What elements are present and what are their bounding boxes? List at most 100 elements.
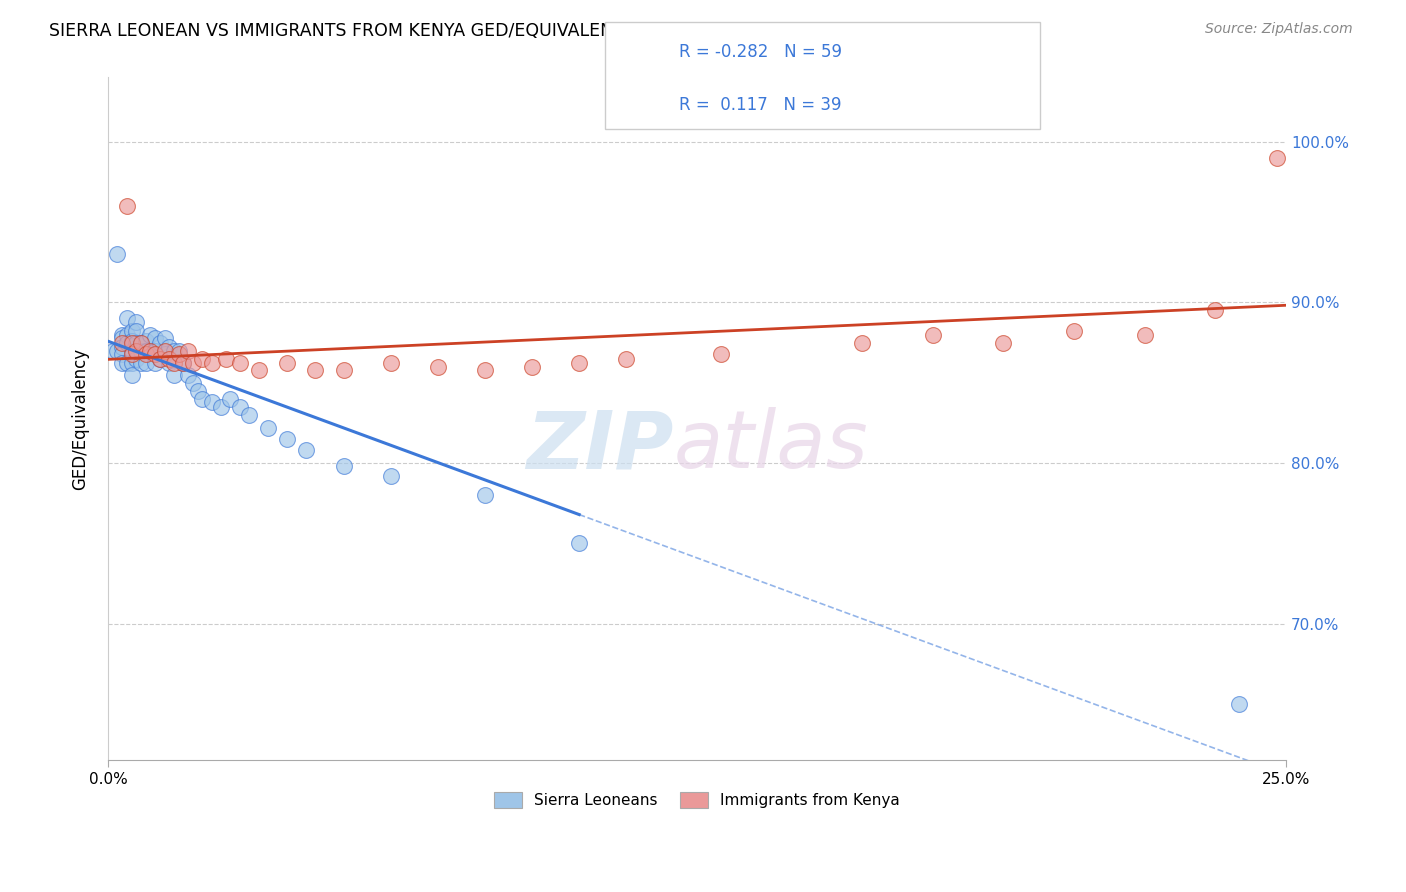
Point (276, 432, 298, 446)
Point (129, 335, 152, 350)
Point (135, 347, 157, 361)
Point (153, 347, 176, 361)
Point (209, 400, 232, 414)
Point (111, 347, 134, 361)
Point (380, 469, 402, 483)
Point (125, 343, 148, 358)
Point (139, 327, 162, 342)
Point (177, 368, 200, 382)
Point (143, 356, 166, 370)
Point (111, 356, 134, 370)
Point (157, 356, 180, 370)
Point (304, 363, 326, 377)
Point (115, 356, 138, 370)
Point (201, 356, 224, 370)
Point (238, 408, 260, 422)
Point (163, 356, 186, 370)
Point (129, 335, 152, 350)
Point (247, 363, 270, 377)
Point (332, 459, 354, 474)
Text: R = -0.282   N = 59: R = -0.282 N = 59 (679, 43, 842, 61)
Point (111, 335, 134, 350)
Point (121, 324, 143, 338)
Point (332, 363, 354, 377)
Point (851, 335, 873, 350)
Point (139, 343, 162, 358)
Point (921, 327, 943, 342)
Point (186, 384, 208, 398)
Point (181, 356, 204, 370)
Point (157, 351, 180, 366)
Point (143, 331, 166, 345)
Point (153, 331, 176, 345)
Point (111, 331, 134, 345)
Text: SIERRA LEONEAN VS IMMIGRANTS FROM KENYA GED/EQUIVALENCY CORRELATION CHART: SIERRA LEONEAN VS IMMIGRANTS FROM KENYA … (49, 22, 830, 40)
Point (181, 376, 204, 390)
Point (163, 343, 186, 358)
Point (115, 311, 138, 326)
Point (121, 334, 143, 348)
Text: R =  0.117   N = 39: R = 0.117 N = 39 (679, 96, 842, 114)
Point (172, 356, 194, 370)
Point (201, 395, 224, 409)
Point (125, 335, 148, 350)
Point (139, 343, 162, 358)
Point (163, 368, 186, 382)
Point (219, 392, 242, 406)
Point (135, 356, 157, 370)
Point (257, 421, 280, 435)
Point (568, 356, 591, 370)
Point (191, 351, 214, 366)
Point (191, 392, 214, 406)
Point (474, 363, 496, 377)
Point (709, 347, 731, 361)
Point (129, 356, 152, 370)
Point (135, 334, 157, 348)
Point (111, 340, 134, 354)
Point (107, 247, 129, 261)
Point (121, 356, 143, 370)
Point (149, 335, 172, 350)
Point (121, 335, 143, 350)
Point (149, 351, 172, 366)
Point (1133, 327, 1156, 342)
Point (121, 368, 143, 382)
Point (107, 343, 129, 358)
Point (149, 351, 172, 366)
Point (1265, 151, 1288, 165)
Point (129, 343, 152, 358)
Point (215, 351, 238, 366)
Text: atlas: atlas (673, 408, 868, 485)
Legend: Sierra Leoneans, Immigrants from Kenya: Sierra Leoneans, Immigrants from Kenya (488, 786, 905, 814)
Point (153, 343, 176, 358)
Point (115, 327, 138, 342)
Point (121, 343, 143, 358)
Point (177, 343, 200, 358)
Point (115, 335, 138, 350)
Point (295, 443, 318, 458)
Point (157, 340, 180, 354)
Point (121, 347, 143, 361)
Point (993, 335, 1015, 350)
Point (125, 315, 148, 329)
Y-axis label: GED/Equivalency: GED/Equivalency (72, 348, 89, 490)
Point (167, 343, 190, 358)
Point (568, 536, 591, 550)
Point (1063, 324, 1085, 338)
Point (229, 356, 252, 370)
Point (167, 347, 190, 361)
Point (135, 343, 157, 358)
Point (520, 359, 543, 374)
Point (111, 327, 134, 342)
Text: ZIP: ZIP (526, 408, 673, 485)
Point (380, 356, 402, 370)
Point (426, 359, 449, 374)
Point (101, 343, 124, 358)
Point (1227, 697, 1250, 711)
Point (229, 400, 252, 414)
Point (172, 356, 194, 370)
Point (1204, 303, 1226, 318)
Text: Source: ZipAtlas.com: Source: ZipAtlas.com (1205, 22, 1353, 37)
Point (614, 351, 637, 366)
Point (125, 351, 148, 366)
